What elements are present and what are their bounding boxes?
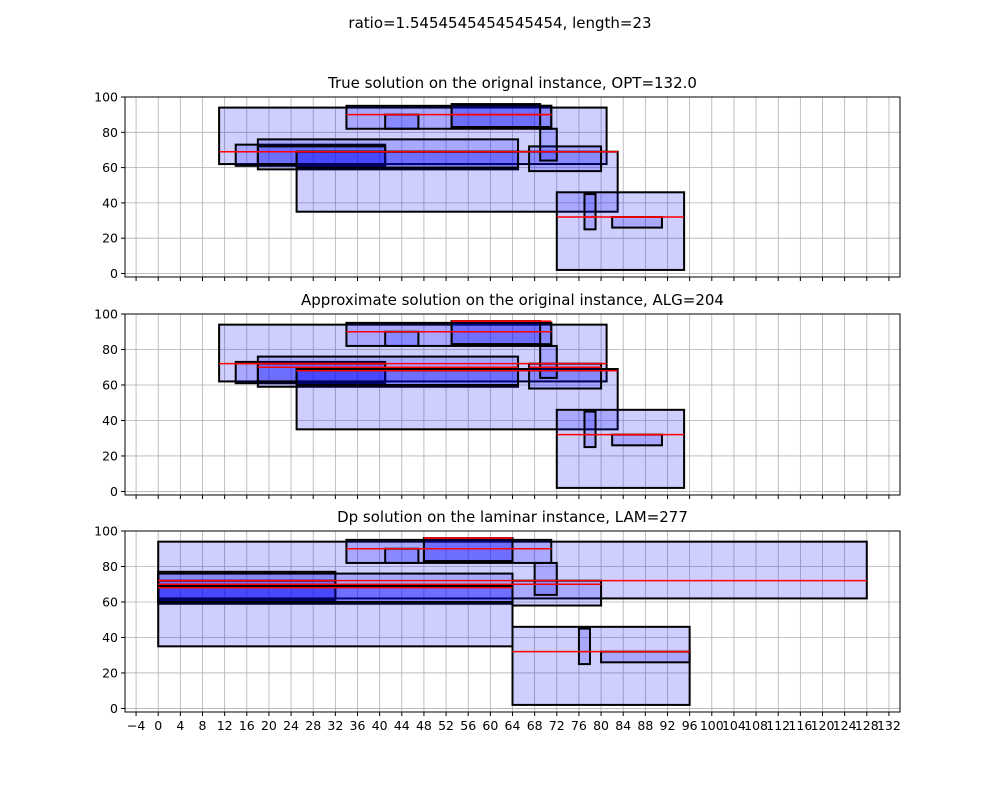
x-tick-label: 0 [154, 718, 162, 733]
y-tick-label: 100 [94, 524, 118, 539]
panel-3: −4 0 4 8 12 16 20 24 28 32 36 40 44 48 52 56 60 64 68 72 76 8… [94, 508, 901, 733]
y-tick-label: 0 [110, 701, 118, 716]
rectangle-mark [295, 150, 520, 169]
rectangle-mark [295, 150, 619, 213]
panel-title: Approximate solution on the original ins… [301, 291, 724, 309]
x-tick-label: 36 [350, 718, 366, 733]
rectangle-mark [539, 344, 558, 379]
y-tick-label: 80 [102, 125, 118, 140]
panel-title: Dp solution on the laminar instance, LAM… [337, 508, 688, 526]
x-tick-label: 92 [660, 718, 676, 733]
x-tick-label: 24 [283, 718, 299, 733]
rectangles-layer [157, 537, 868, 706]
y-tick-label: 60 [102, 160, 118, 175]
rectangle-mark [600, 650, 691, 664]
x-tick-label: 120 [811, 718, 835, 733]
x-tick-label: 44 [394, 718, 410, 733]
x-tick-label: 20 [261, 718, 277, 733]
figure-suptitle: ratio=1.5454545454545454, length=23 [348, 14, 651, 32]
rectangles-layer [218, 103, 686, 271]
y-tick-label: 40 [102, 195, 118, 210]
x-tick-label: 52 [438, 718, 454, 733]
x-tick-label: 48 [416, 718, 432, 733]
rectangle-mark [450, 320, 542, 346]
x-tick-label: 4 [176, 718, 184, 733]
rectangle-mark [157, 585, 514, 648]
rectangle-mark [218, 323, 608, 383]
rectangle-mark [218, 106, 608, 166]
rectangle-mark [384, 547, 420, 564]
x-tick-label: 60 [482, 718, 498, 733]
rectangle-mark [583, 193, 597, 231]
y-tick-label: 60 [102, 377, 118, 392]
x-tick-label: 84 [615, 718, 631, 733]
y-tick-label: 100 [94, 90, 118, 105]
y-tick-label: 20 [102, 448, 118, 463]
x-tick-label: 76 [571, 718, 587, 733]
y-tick-label: 80 [102, 342, 118, 357]
rectangle-mark [511, 625, 691, 706]
x-tick-label: 12 [217, 718, 233, 733]
rectangle-mark [384, 330, 420, 347]
rectangle-mark [555, 408, 686, 489]
x-tick-label: −4 [127, 718, 145, 733]
rectangle-mark [384, 113, 420, 130]
x-tick-label: 100 [700, 718, 724, 733]
rectangle-mark [611, 433, 663, 447]
y-tick-label: 40 [102, 413, 118, 428]
x-tick-label: 88 [637, 718, 653, 733]
y-tick-label: 40 [102, 630, 118, 645]
panel-1: 0 20 40 60 80 100 True solution on the orignal… [94, 74, 901, 281]
y-tick-label: 0 [110, 266, 118, 281]
rectangle-mark [555, 191, 686, 271]
x-tick-label: 28 [305, 718, 321, 733]
x-tick-label: 124 [833, 718, 857, 733]
rectangle-mark [611, 216, 663, 229]
rectangle-mark [533, 561, 558, 596]
x-tick-label: 68 [527, 718, 543, 733]
x-tick-label: 128 [855, 718, 879, 733]
x-tick-label: 32 [327, 718, 343, 733]
x-tick-label: 16 [239, 718, 255, 733]
y-tick-label: 100 [94, 307, 118, 322]
x-tick-label: 108 [744, 718, 768, 733]
y-tick-label: 20 [102, 231, 118, 246]
y-tick-label: 0 [110, 484, 118, 499]
rectangles-layer [218, 320, 686, 489]
x-tick-label: 104 [722, 718, 746, 733]
rectangle-mark [539, 127, 558, 162]
rectangle-mark [450, 103, 542, 128]
y-tick-label: 60 [102, 594, 118, 609]
rectangle-mark [577, 627, 592, 666]
y-tick-label: 20 [102, 665, 118, 680]
x-tick-label: 40 [372, 718, 388, 733]
x-tick-label: 132 [877, 718, 901, 733]
x-tick-label: 112 [766, 718, 790, 733]
x-tick-label: 64 [505, 718, 521, 733]
rectangle-mark [256, 355, 520, 388]
panel-2: 0 20 40 60 80 100 Approximate solution on the … [94, 291, 901, 499]
y-tick-label: 80 [102, 559, 118, 574]
grid-lines [125, 313, 900, 495]
rectangle-mark [583, 410, 597, 449]
panel-title: True solution on the orignal instance, O… [327, 74, 697, 92]
x-tick-label: 56 [460, 718, 476, 733]
x-tick-label: 80 [593, 718, 609, 733]
x-tick-label: 8 [199, 718, 207, 733]
x-tick-label: 72 [549, 718, 565, 733]
rectangle-mark [295, 368, 619, 431]
x-tick-label: 116 [788, 718, 812, 733]
rectangle-mark [422, 537, 514, 563]
x-tick-label: 96 [682, 718, 698, 733]
rectangle-mark [295, 368, 520, 386]
